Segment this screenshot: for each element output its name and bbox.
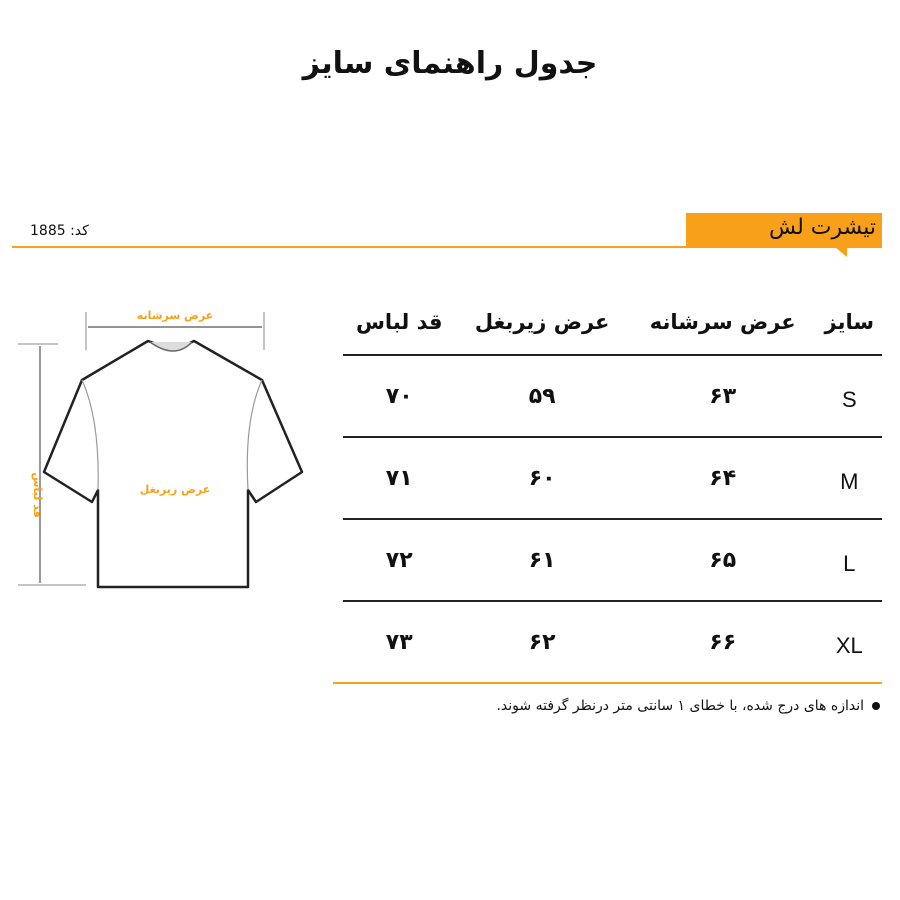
bullet-icon (872, 702, 880, 710)
header-size: سایز (824, 310, 875, 334)
product-name: تیشرت لش (769, 215, 876, 240)
footer-divider (333, 682, 882, 684)
product-code: کد: 1885 (30, 223, 89, 239)
cell-shoulder: ۶۳ (628, 354, 817, 437)
cell-size: L (816, 518, 882, 601)
cell-length: ۷۳ (343, 600, 456, 682)
note: اندازه های درج شده، با خطای ۱ سانتی متر … (496, 698, 880, 714)
table-row: XL ۶۶ ۶۲ ۷۳ (343, 600, 882, 682)
table-header-row: سایز عرض سرشانه عرض زیربغل قد لباس (343, 290, 882, 355)
cell-chest: ۶۰ (455, 436, 629, 519)
cell-size: XL (816, 600, 882, 682)
header-divider (12, 246, 882, 248)
cell-chest: ۶۱ (455, 518, 629, 601)
cell-size: S (816, 354, 882, 437)
cell-length: ۷۱ (343, 436, 456, 519)
cell-length: ۷۰ (343, 354, 456, 437)
chest-width-label: عرض زیربغل (140, 483, 210, 496)
header-length: قد لباس (355, 310, 443, 334)
cell-chest: ۵۹ (455, 354, 629, 437)
cell-chest: ۶۲ (455, 600, 629, 682)
header-shoulder: عرض سرشانه (649, 310, 796, 334)
product-label-tail (835, 247, 847, 257)
tshirt-outline (42, 339, 304, 589)
header-chest: عرض زیربغل (474, 310, 610, 334)
cell-shoulder: ۶۴ (628, 436, 817, 519)
product-label-box (686, 213, 882, 247)
tshirt-diagram: عرض سرشانه عرض زیربغل قد لباس (18, 309, 304, 589)
size-table: سایز عرض سرشانه عرض زیربغل قد لباس S ۶۳ ۵۹… (343, 290, 882, 682)
cell-shoulder: ۶۵ (628, 518, 817, 601)
cell-shoulder: ۶۶ (628, 600, 817, 682)
shoulder-width-label: عرض سرشانه (137, 309, 213, 322)
length-label: قد لباس (31, 472, 44, 517)
note-text: اندازه های درج شده، با خطای ۱ سانتی متر … (496, 698, 864, 714)
table-row: M ۶۴ ۶۰ ۷۱ (343, 436, 882, 519)
table-row: L ۶۵ ۶۱ ۷۲ (343, 518, 882, 601)
table-row: S ۶۳ ۵۹ ۷۰ (343, 354, 882, 437)
cell-size: M (816, 436, 882, 519)
page-title: جدول راهنمای سایز (302, 46, 598, 81)
cell-length: ۷۲ (343, 518, 456, 601)
